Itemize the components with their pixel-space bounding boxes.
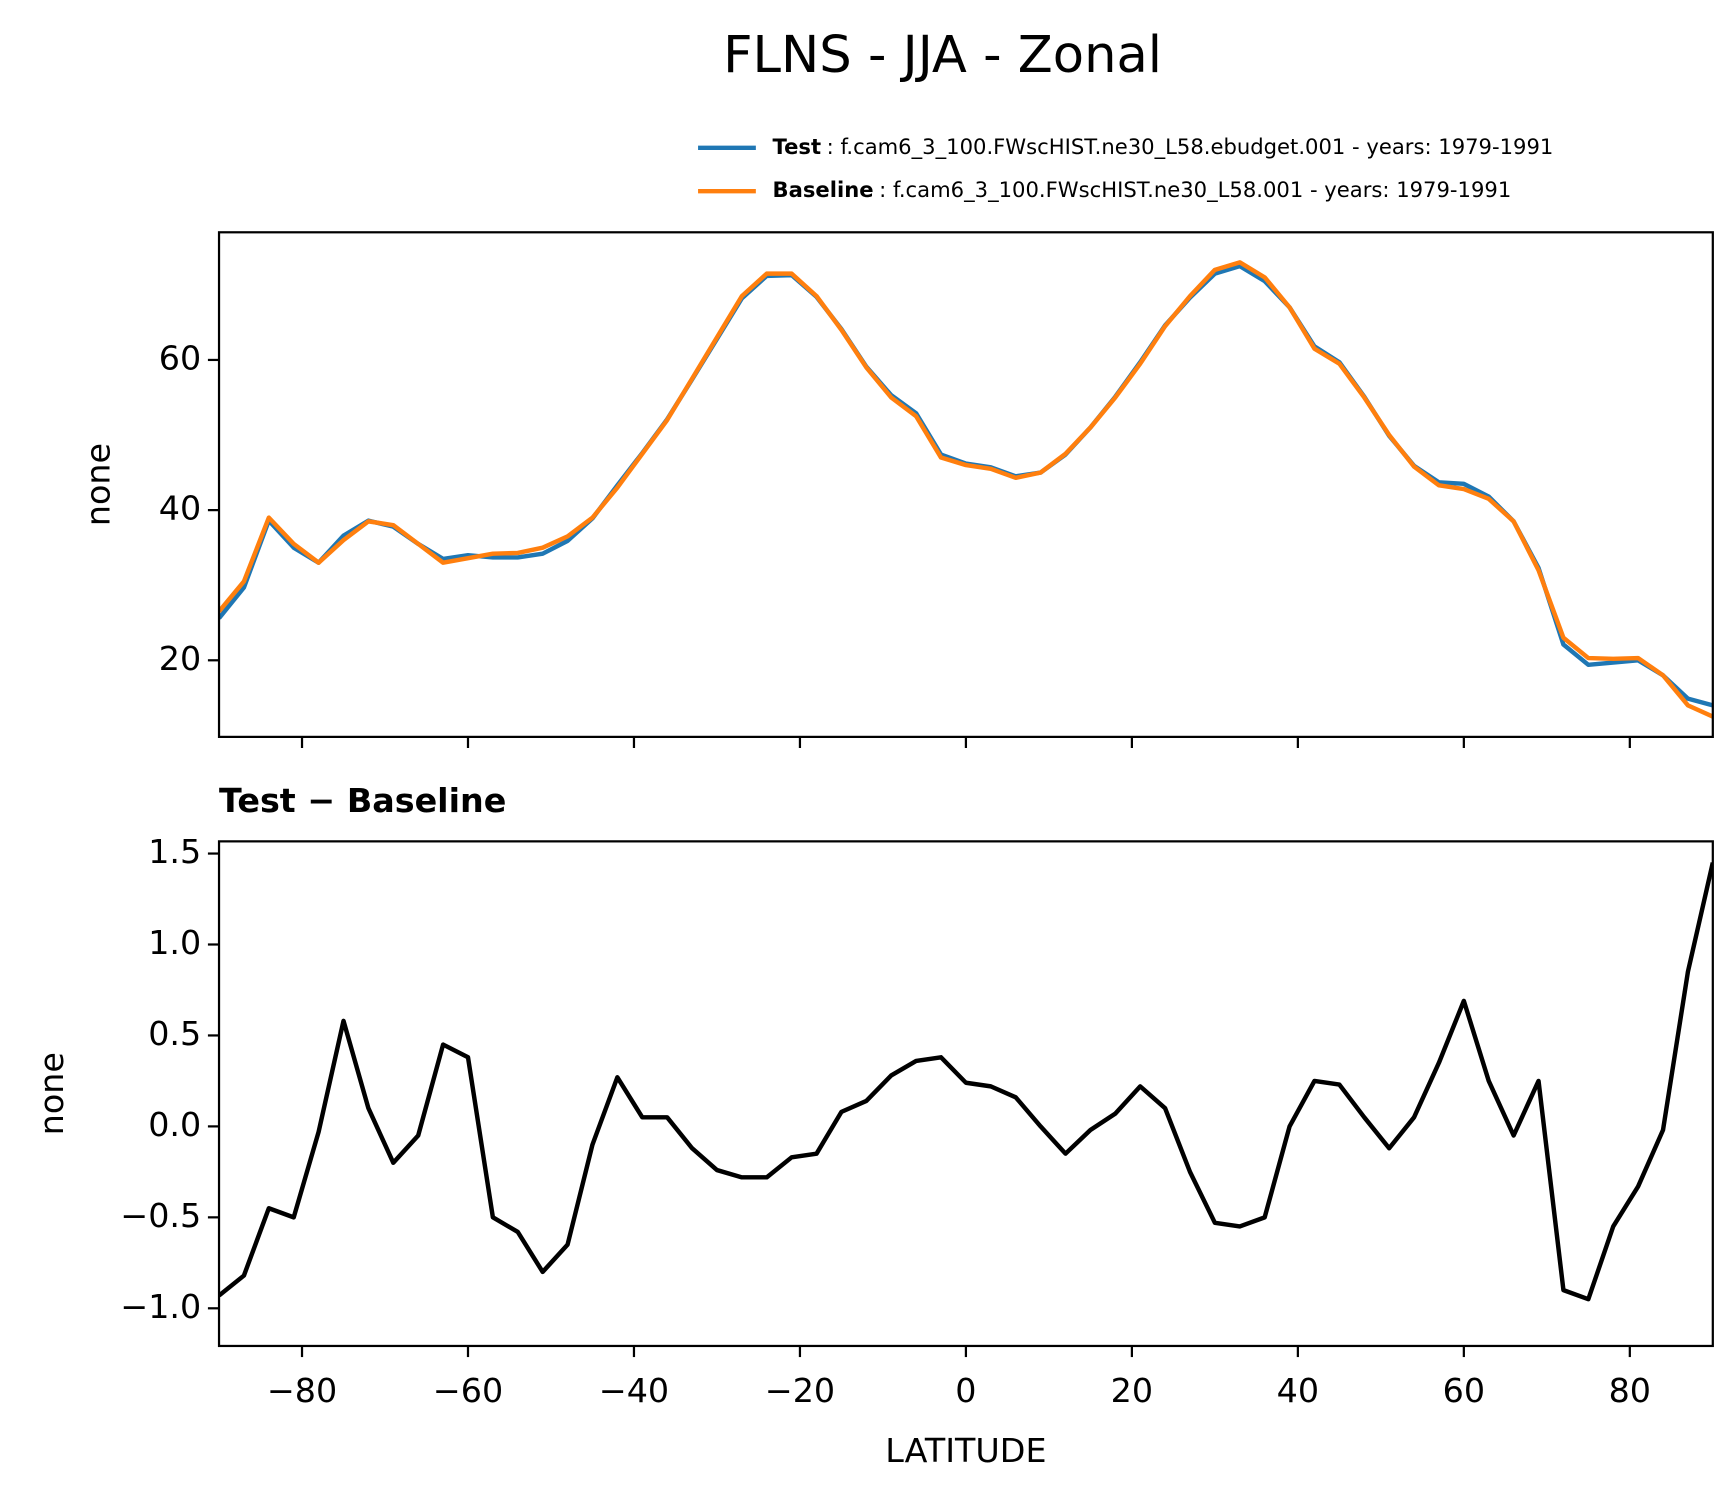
x-tick-label: −40 [599, 1371, 669, 1410]
legend-label: : f.cam6_3_100.FWscHIST.ne30_L58.001 - y… [879, 177, 1511, 203]
plot-area [219, 862, 1713, 1302]
y-tick-label: −0.5 [120, 1196, 201, 1235]
subplot-title: Test − Baseline [219, 781, 506, 820]
x-tick-label: 40 [1277, 1371, 1319, 1410]
x-tick-label: 0 [955, 1371, 976, 1410]
x-tick-label: −60 [433, 1371, 503, 1410]
y-tick-label: 0.5 [148, 1014, 201, 1053]
y-tick-label: 40 [159, 489, 201, 528]
y-tick-label: 60 [159, 338, 201, 377]
x-tick-label: −80 [267, 1371, 337, 1410]
x-tick-label: −20 [765, 1371, 835, 1410]
y-axis-label: none [32, 1052, 71, 1135]
figure-title: FLNS - JJA - Zonal [723, 26, 1162, 85]
x-axis-label: LATITUDE [885, 1431, 1046, 1470]
data-line [219, 862, 1713, 1302]
y-tick-label: 20 [159, 639, 201, 678]
x-tick-label: 80 [1609, 1371, 1651, 1410]
legend-entry: Test: f.cam6_3_100.FWscHIST.ne30_L58.ebu… [773, 134, 1554, 160]
y-tick-label: 1.5 [148, 832, 201, 871]
y-tick-label: 1.0 [148, 923, 201, 962]
y-tick-label: 0.0 [148, 1105, 201, 1144]
legend-entry: Baseline: f.cam6_3_100.FWscHIST.ne30_L58… [773, 177, 1512, 203]
legend-label: : f.cam6_3_100.FWscHIST.ne30_L58.ebudget… [827, 134, 1554, 160]
plot-area [219, 260, 1713, 719]
y-tick-label: −1.0 [120, 1287, 201, 1326]
x-tick-label: 60 [1443, 1371, 1485, 1410]
x-tick-label: 20 [1111, 1371, 1153, 1410]
legend-name: Baseline [773, 177, 874, 202]
data-line [219, 260, 1713, 719]
legend-name: Test [773, 134, 822, 159]
y-axis-label: none [79, 443, 118, 526]
